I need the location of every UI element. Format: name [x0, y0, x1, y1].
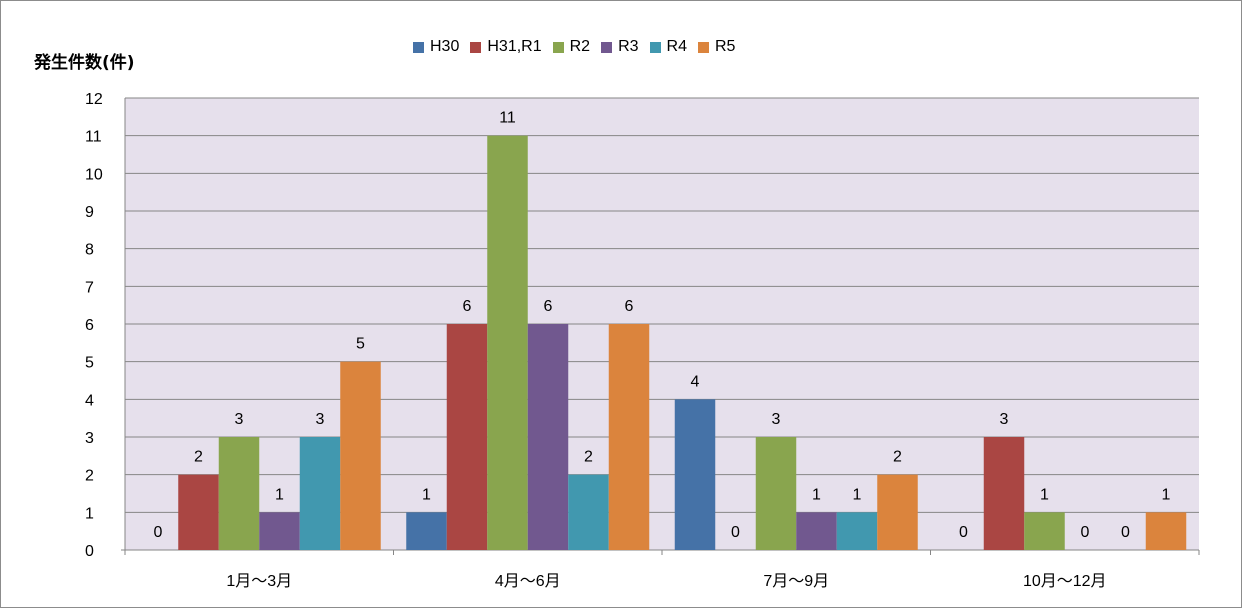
data-label: 3 [772, 411, 781, 428]
bar [340, 361, 381, 550]
x-tick-label: 4月～6月 [495, 573, 561, 590]
data-label: 2 [584, 449, 593, 466]
bar [178, 474, 219, 550]
legend-label: R2 [569, 38, 591, 55]
x-tick-label: 7月～9月 [763, 573, 829, 590]
y-tick-label: 7 [85, 279, 94, 296]
data-label: 0 [731, 524, 740, 541]
legend-swatch [697, 41, 709, 53]
legend-label: H31,R1 [487, 38, 542, 55]
bar [796, 512, 837, 550]
data-label: 0 [154, 524, 163, 541]
legend-label: R3 [618, 38, 639, 55]
data-label: 6 [463, 298, 472, 315]
bar [983, 437, 1025, 550]
legend-label: R5 [714, 38, 736, 55]
legend-item: H30 [413, 38, 459, 56]
bar [259, 512, 300, 550]
bar [1145, 512, 1187, 550]
y-tick-label: 6 [85, 317, 94, 334]
data-label: 3 [235, 411, 244, 428]
y-tick-label: 8 [85, 242, 94, 259]
bar [836, 512, 878, 550]
data-label: 2 [194, 449, 203, 466]
bar [218, 437, 260, 550]
y-tick-label: 2 [85, 468, 94, 485]
bar [755, 437, 797, 550]
legend-item: H31,R1 [470, 38, 542, 56]
y-tick-label: 10 [85, 166, 103, 183]
data-label: 1 [275, 486, 284, 503]
data-label: 5 [356, 336, 365, 353]
x-tick-label: 1月～3月 [226, 573, 292, 590]
data-label: 6 [544, 298, 553, 315]
data-label: 1 [422, 486, 431, 503]
bar [568, 474, 609, 550]
bar [1024, 512, 1065, 550]
bar [608, 324, 650, 550]
y-tick-label: 9 [85, 204, 94, 221]
legend-swatch [470, 41, 482, 53]
legend-item: R2 [552, 38, 591, 56]
legend: H30 H31,R1 R2 R3 R4 R5 [413, 37, 746, 57]
legend-item: R3 [601, 38, 639, 56]
y-tick-label: 5 [85, 355, 94, 372]
y-tick-label: 12 [85, 91, 103, 108]
legend-label: H30 [430, 38, 460, 55]
legend-swatch [601, 41, 613, 53]
y-tick-label: 1 [85, 505, 94, 522]
y-axis-title: 発生件数(件) [34, 53, 135, 73]
legend-swatch [413, 41, 424, 53]
y-tick-label: 11 [85, 129, 102, 146]
y-tick-label: 3 [85, 430, 94, 447]
bar [674, 399, 716, 550]
legend-label: R4 [666, 38, 687, 55]
y-tick-label: 0 [85, 543, 94, 560]
x-tick-label: 10月～12月 [1023, 573, 1107, 590]
data-label: 3 [1000, 411, 1009, 428]
data-label: 0 [959, 524, 968, 541]
data-label: 1 [1040, 486, 1049, 503]
legend-swatch [649, 41, 661, 53]
legend-swatch [552, 41, 564, 53]
legend-item: R5 [697, 38, 736, 56]
data-label: 4 [691, 373, 700, 390]
data-label: 3 [316, 411, 325, 428]
y-tick-label: 4 [85, 392, 94, 409]
data-label: 6 [625, 298, 634, 315]
data-label: 1 [1162, 486, 1171, 503]
bar [877, 474, 918, 550]
bar [527, 324, 569, 550]
bar [487, 135, 528, 550]
data-label: 0 [1081, 524, 1090, 541]
bar [406, 512, 447, 550]
data-label: 11 [499, 110, 516, 127]
legend-item: R4 [649, 38, 687, 56]
data-label: 1 [853, 486, 862, 503]
bar [299, 437, 341, 550]
data-label: 2 [893, 449, 902, 466]
bar [446, 324, 488, 550]
data-label: 0 [1121, 524, 1130, 541]
data-label: 1 [812, 486, 821, 503]
